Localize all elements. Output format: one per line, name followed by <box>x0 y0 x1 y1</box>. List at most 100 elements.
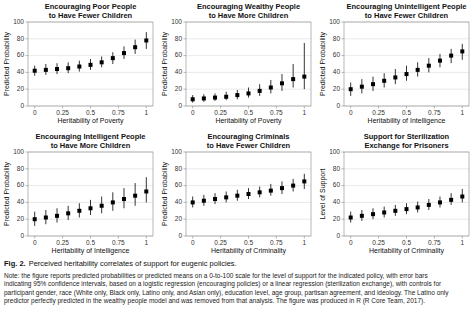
point <box>224 95 228 99</box>
plot-frame <box>28 22 153 106</box>
y-tick <box>184 38 187 39</box>
x-tick-label: 0.5 <box>244 239 253 246</box>
grid-line <box>344 89 469 90</box>
caption-text: Perceived heritability correlates of sup… <box>29 259 237 268</box>
grid-line <box>344 185 469 186</box>
y-tick-label: 0 <box>20 232 24 239</box>
grid-line <box>344 202 469 203</box>
y-tick-label: 20 <box>175 215 183 222</box>
y-tick <box>184 89 187 90</box>
point <box>460 49 464 53</box>
y-tick <box>184 106 187 107</box>
x-tick-label: 0.75 <box>112 239 125 246</box>
marks <box>349 44 465 96</box>
caption-note-line: indicating 95% confidence intervals, bas… <box>4 280 442 288</box>
point <box>247 91 251 95</box>
marks <box>33 177 149 226</box>
plot-area <box>28 152 153 236</box>
point <box>302 75 306 79</box>
point <box>247 192 251 196</box>
point <box>133 45 137 49</box>
y-tick <box>342 185 345 186</box>
x-tick-label: 0.5 <box>86 109 95 116</box>
point <box>100 60 104 64</box>
y-tick-label: 40 <box>175 68 183 75</box>
point <box>111 56 115 60</box>
point <box>360 214 364 218</box>
point <box>202 96 206 100</box>
point <box>280 81 284 85</box>
point <box>213 96 217 100</box>
y-tick-label: 100 <box>171 18 182 25</box>
point <box>382 210 386 214</box>
panel: 00.250.50.751020406080100Heritability of… <box>161 2 311 125</box>
point <box>55 214 59 218</box>
y-tick-label: 20 <box>175 85 183 92</box>
panel: 00.250.50.751020406080100Heritability of… <box>3 132 153 255</box>
grid-line <box>28 89 153 90</box>
y-axis-label: Predicted Probability <box>319 31 327 96</box>
y-tick-label: 40 <box>175 198 183 205</box>
point <box>55 67 59 71</box>
grid-line <box>28 55 153 56</box>
panel: 00.250.50.751020406080100Heritability of… <box>161 132 311 255</box>
y-tick <box>26 236 29 237</box>
panel-title-line: to Have More Children <box>51 141 131 150</box>
x-axis-label: Heritability of Intelligence <box>368 117 446 125</box>
y-axis-label: Predicted Probability <box>3 31 11 96</box>
x-tick-label: 0.25 <box>372 109 385 116</box>
y-tick-label: 0 <box>20 102 24 109</box>
point <box>416 68 420 72</box>
point <box>111 200 115 204</box>
x-tick-label: 0 <box>33 109 37 116</box>
caption-note-line: Note: the figure reports predicted proba… <box>4 272 428 280</box>
point <box>438 200 442 204</box>
y-tick-label: 60 <box>175 181 183 188</box>
x-tick-label: 0 <box>349 239 353 246</box>
y-tick-label: 60 <box>333 181 341 188</box>
point <box>66 66 70 70</box>
x-tick-label: 0.25 <box>56 239 69 246</box>
point <box>449 198 453 202</box>
point <box>100 204 104 208</box>
y-tick <box>26 38 29 39</box>
y-tick-label: 40 <box>17 68 25 75</box>
x-tick-label: 1 <box>460 109 464 116</box>
x-axis-label: Heritability of Criminality <box>369 247 445 255</box>
plot-frame <box>186 152 311 236</box>
y-tick <box>184 202 187 203</box>
y-tick <box>26 106 29 107</box>
point <box>44 216 48 220</box>
grid-line <box>28 168 153 169</box>
panel-title-line: to Have Fewer Children <box>207 141 291 150</box>
x-tick-label: 0.25 <box>214 109 227 116</box>
plot-frame <box>344 152 469 236</box>
x-tick-label: 1 <box>302 109 306 116</box>
point <box>191 200 195 204</box>
x-axis-label: Heritability of Poverty <box>57 117 124 125</box>
point <box>122 51 126 55</box>
x-tick-label: 0.5 <box>244 109 253 116</box>
grid-line <box>344 38 469 39</box>
plot-area <box>344 22 469 106</box>
y-tick-label: 20 <box>333 85 341 92</box>
panel-title: Encouraging Poor Peopleto Have Fewer Chi… <box>45 2 137 20</box>
y-tick <box>184 219 187 220</box>
panel-title-line: Exchange for Prisoners <box>364 141 448 150</box>
point <box>427 203 431 207</box>
point <box>269 86 273 90</box>
y-axis-label: Predicted Probability <box>3 161 11 226</box>
y-tick <box>184 72 187 73</box>
x-tick-label: 0.25 <box>372 239 385 246</box>
plot-frame <box>186 22 311 106</box>
point <box>258 190 262 194</box>
marks <box>191 174 307 208</box>
y-tick <box>26 168 29 169</box>
grid-line <box>28 185 153 186</box>
panel-title: Support for SterilizationExchange for Pr… <box>364 132 450 150</box>
x-tick-label: 0.25 <box>56 109 69 116</box>
plot-area <box>186 22 311 106</box>
grid-line <box>28 72 153 73</box>
y-tick <box>342 106 345 107</box>
x-tick-label: 0.5 <box>402 239 411 246</box>
